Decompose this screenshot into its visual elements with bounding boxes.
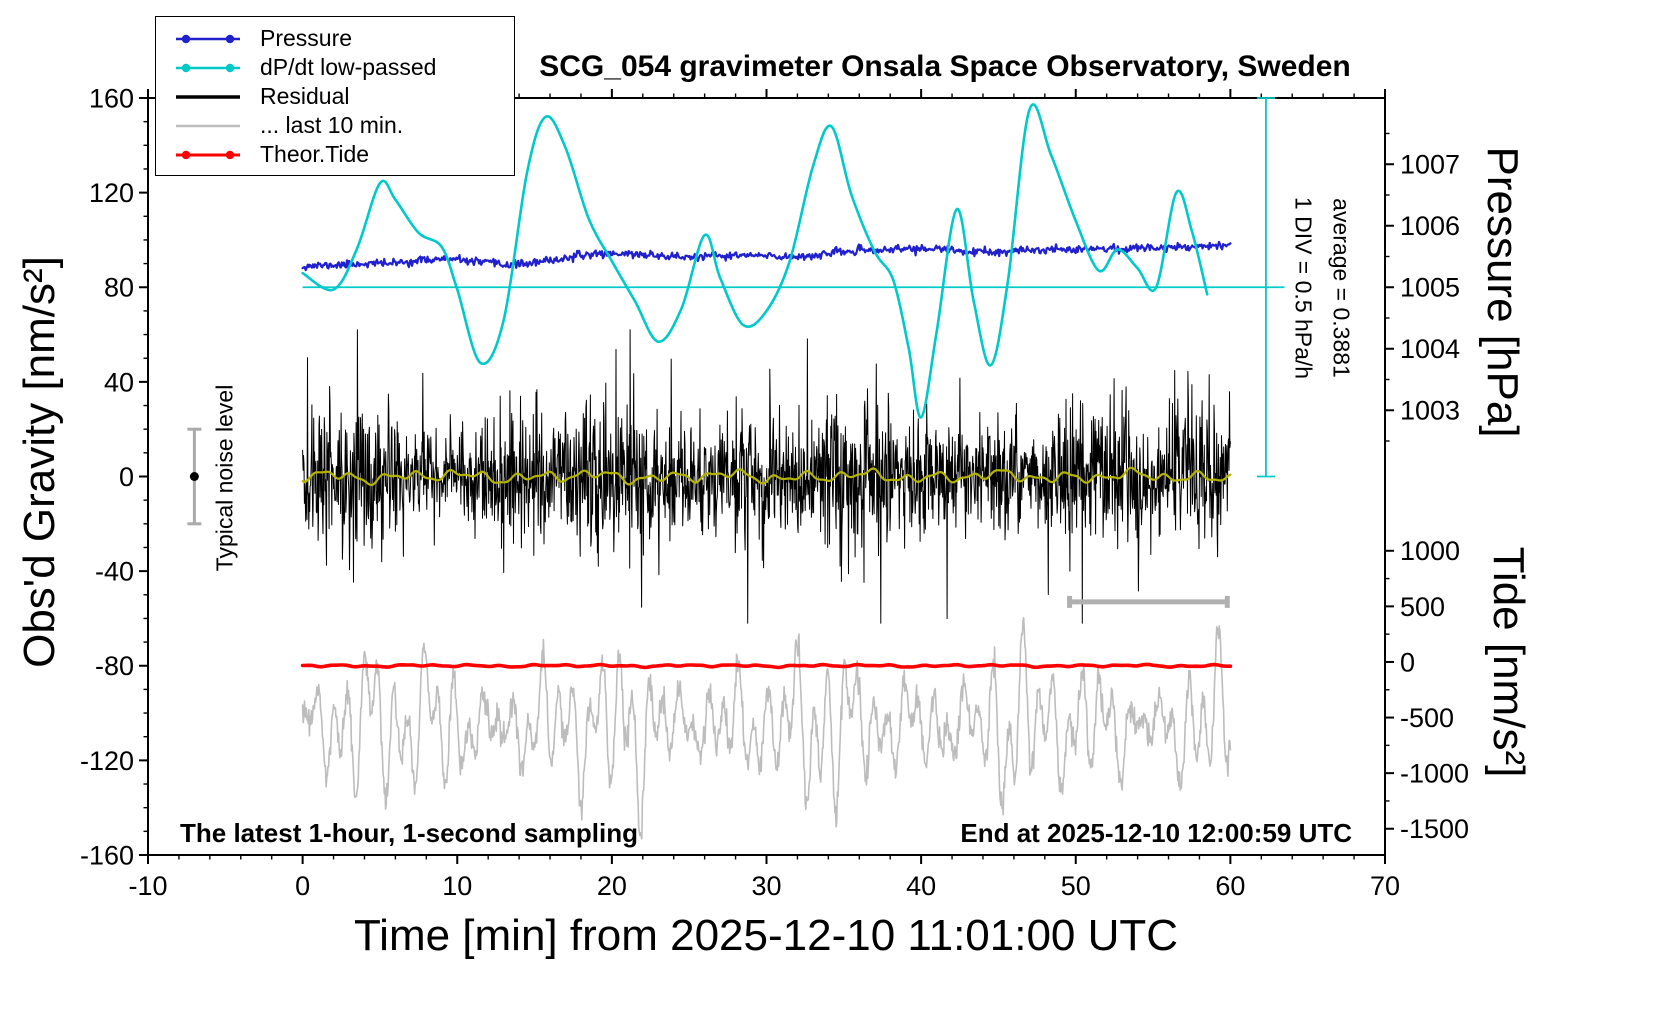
end-time-note: End at 2025-12-10 12:00:59 UTC (960, 818, 1352, 848)
series-pressure (301, 240, 1232, 272)
legend-swatch (156, 118, 260, 134)
legend-item: Theor.Tide (156, 140, 514, 169)
x-tick-label: 70 (1370, 871, 1400, 901)
legend-swatch (156, 60, 260, 76)
legend-item: dP/dt low-passed (156, 53, 514, 82)
y-axis-title-tide: Tide [nm/s²] (1484, 546, 1533, 778)
legend-item-label: ... last 10 min. (260, 112, 404, 138)
series-dpdt_lowpassed (301, 103, 1209, 419)
legend-swatch-line (176, 63, 240, 72)
legend-swatch (156, 89, 260, 105)
x-tick-label: 50 (1061, 871, 1091, 901)
y-tick-label: -80 (95, 651, 134, 681)
legend-item: Residual (156, 82, 514, 111)
legend-item-label: Residual (260, 83, 350, 109)
x-tick-label: 40 (906, 871, 936, 901)
pressure-tick-label: 1005 (1400, 273, 1460, 303)
tide-tick-label: 0 (1400, 647, 1415, 677)
x-axis-title: Time [min] from 2025-12-10 11:01:00 UTC (353, 911, 1179, 960)
legend-item: ... last 10 min. (156, 111, 514, 140)
legend-swatch-line (176, 94, 240, 99)
tide-tick-label: -1500 (1400, 814, 1469, 844)
noise-errorbar-dot (189, 472, 199, 481)
chart-title: SCG_054 gravimeter Onsala Space Observat… (539, 50, 1351, 83)
legend-item-label: dP/dt low-passed (260, 54, 437, 80)
x-tick-label: -10 (128, 871, 167, 901)
y-tick-label: 160 (89, 83, 134, 113)
legend-swatch-line (176, 34, 240, 43)
x-tick-label: 20 (597, 871, 627, 901)
legend-swatch-line (176, 150, 240, 159)
legend-item-label: Pressure (260, 25, 353, 51)
y-tick-label: -120 (80, 746, 134, 776)
legend-swatch (156, 147, 260, 163)
legend-rows: Pressure dP/dt low-passed Residual ... last… (156, 24, 514, 169)
legend-swatch (156, 31, 260, 47)
y-tick-label: 80 (104, 273, 134, 303)
tide-tick-label: -500 (1400, 703, 1454, 733)
series-last10_residual (301, 617, 1232, 840)
y-axis-title-gravity: Obs'd Gravity [nm/s²] (15, 256, 64, 668)
x-tick-label: 60 (1215, 871, 1245, 901)
tide-tick-label: -1000 (1400, 759, 1469, 789)
x-tick-label: 0 (295, 871, 310, 901)
series-theor_tide (300, 662, 1233, 670)
tide-tick-label: 500 (1400, 592, 1445, 622)
series-residual (302, 329, 1231, 624)
y-axis-title-pressure: Pressure [hPa] (1478, 146, 1527, 438)
average-label: average = 0.3881 (1328, 198, 1355, 378)
legend-item-label: Theor.Tide (260, 141, 370, 167)
typical-noise-level-label: Typical noise level (211, 384, 238, 572)
y-tick-label: 0 (119, 462, 134, 492)
tide-tick-label: 1000 (1400, 536, 1460, 566)
pressure-tick-label: 1007 (1400, 150, 1460, 180)
x-tick-label: 30 (751, 871, 781, 901)
sampling-note: The latest 1-hour, 1-second sampling (180, 818, 638, 848)
legend: Pressure dP/dt low-passed Residual ... last… (155, 16, 515, 176)
pressure-tick-label: 1004 (1400, 334, 1460, 364)
y-tick-label: 40 (104, 367, 134, 397)
y-tick-label: -160 (80, 840, 134, 870)
pressure-tick-label: 1003 (1400, 396, 1460, 426)
legend-item: Pressure (156, 24, 514, 53)
pressure-tick-label: 1006 (1400, 211, 1460, 241)
y-tick-label: 120 (89, 178, 134, 208)
legend-swatch-line (176, 124, 240, 127)
x-tick-label: 10 (442, 871, 472, 901)
y-tick-label: -40 (95, 557, 134, 587)
div-scale-label: 1 DIV = 0.5 hPa/h (1290, 196, 1317, 380)
series-residual_lowpassed (301, 466, 1232, 487)
